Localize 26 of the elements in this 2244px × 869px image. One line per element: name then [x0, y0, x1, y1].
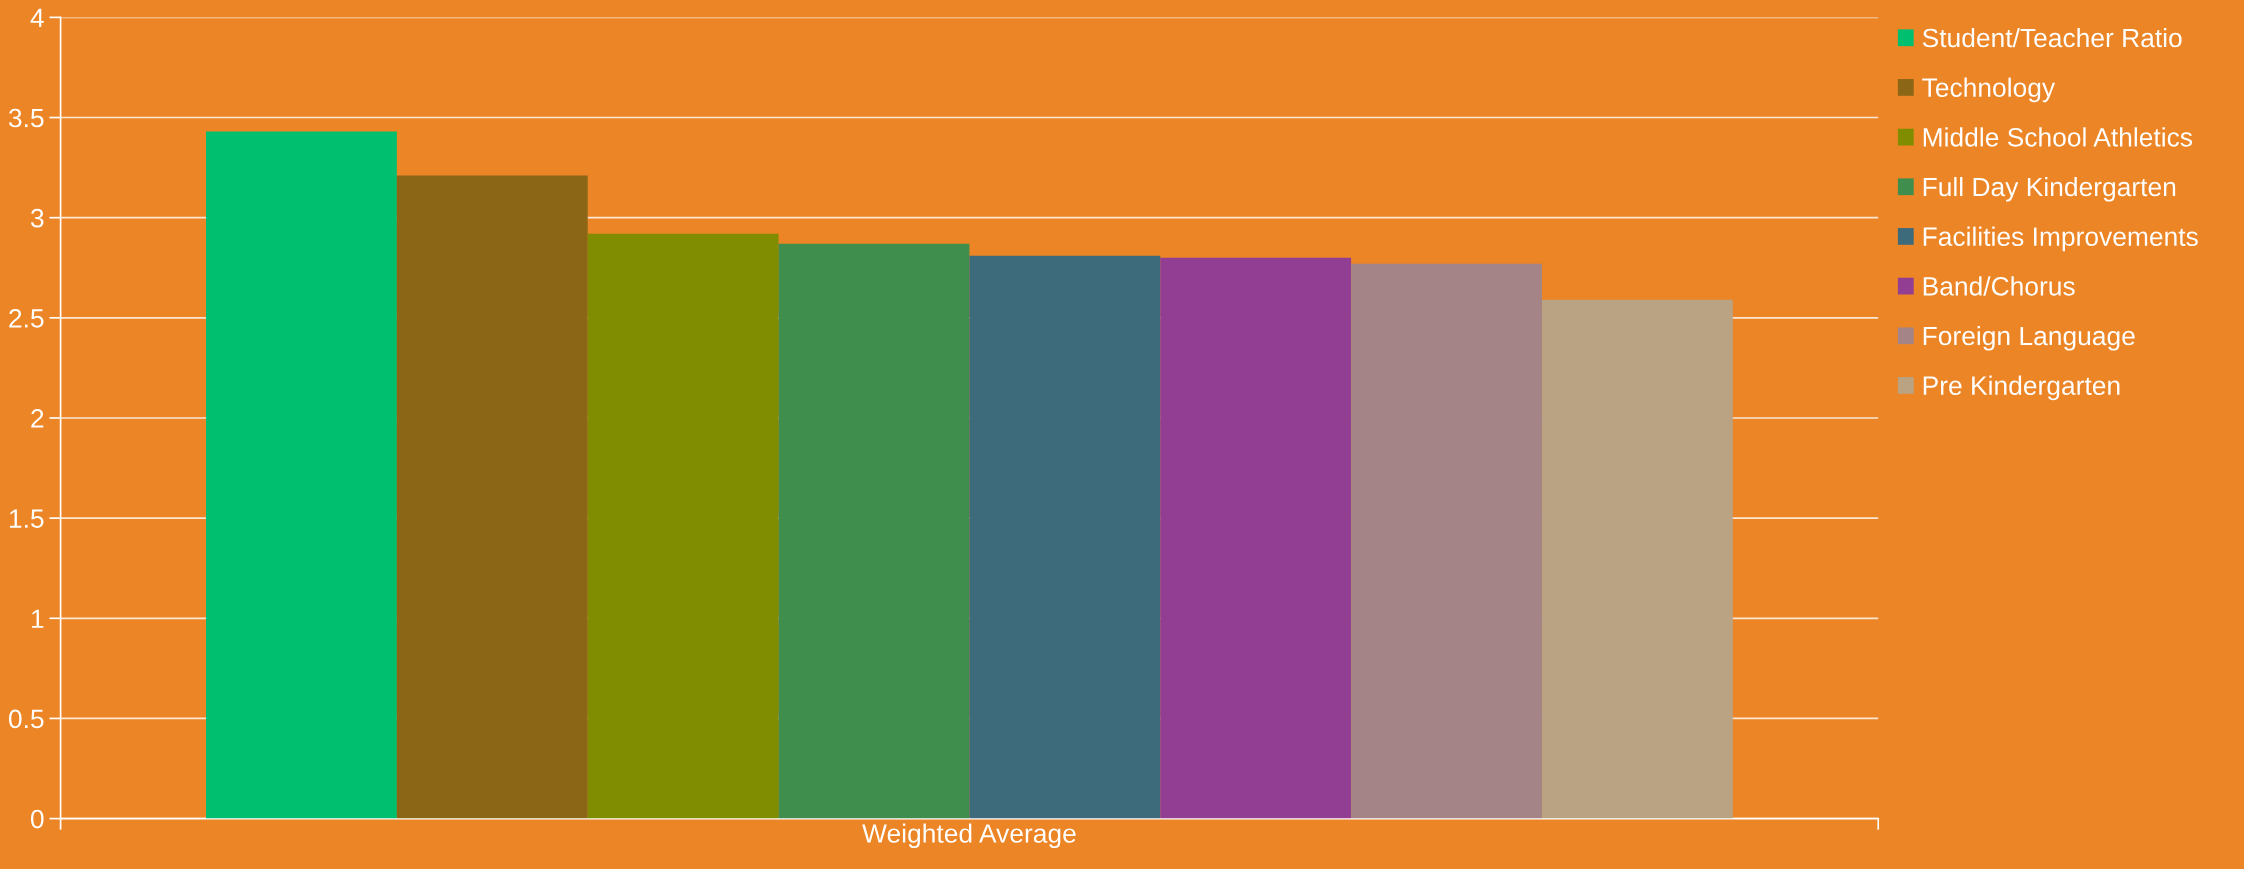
y-tick-label: 4 [30, 8, 44, 27]
bar [1351, 263, 1542, 819]
y-tick-label: 3 [30, 208, 44, 228]
legend-label: Pre Kindergarten [1923, 375, 2120, 401]
bar [778, 243, 970, 819]
bar [1160, 257, 1352, 819]
x-tick-label: Weighted Average [862, 823, 1076, 849]
y-tick-label: 2.5 [9, 308, 44, 328]
legend-label: Band/Chorus [1923, 276, 2075, 296]
bar [396, 175, 588, 819]
y-tick-label: 1 [31, 609, 44, 628]
legend-label: Student/Teacher Ratio [1922, 27, 2182, 48]
bar [1541, 299, 1733, 819]
y-tick-label: 1.5 [9, 509, 44, 528]
y-tick-label: 0 [30, 809, 44, 829]
legend-label: Technology [1922, 77, 2056, 103]
legend-label: Middle School Athletics [1923, 127, 2193, 147]
bar [587, 233, 779, 819]
y-tick-label: 3.5 [8, 108, 44, 128]
y-tick-label: 0.5 [8, 709, 44, 729]
legend-label: Full Day Kindergarten [1923, 176, 2176, 202]
bar [969, 255, 1161, 819]
y-tick-label: 2 [31, 409, 44, 428]
legend-label: Facilities Improvements [1923, 226, 2198, 252]
bar [206, 131, 397, 819]
legend-label: Foreign Language [1923, 325, 2135, 351]
